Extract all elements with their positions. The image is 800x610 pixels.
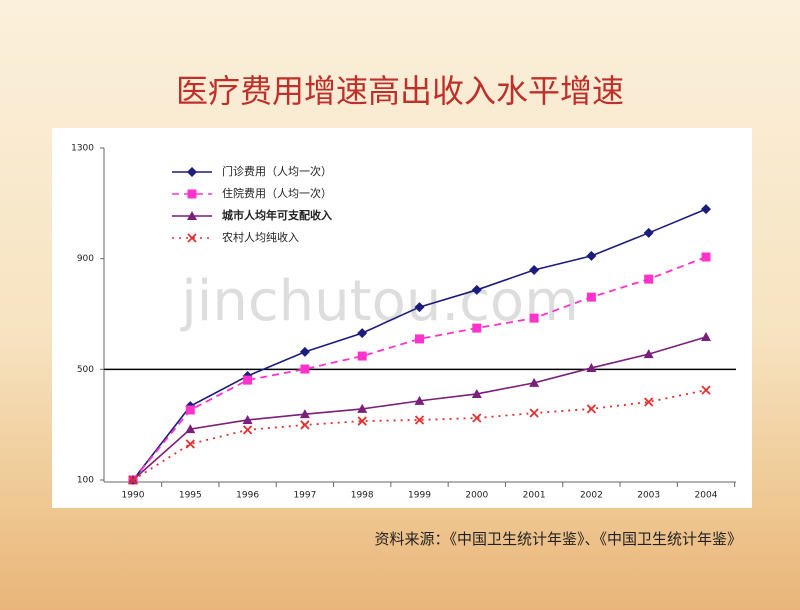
point: [701, 252, 711, 262]
point: [701, 204, 711, 215]
point: [187, 233, 197, 243]
point: [299, 346, 310, 357]
point: [185, 439, 195, 449]
point: [128, 475, 138, 485]
point: [586, 362, 597, 372]
series-line: [132, 389, 707, 481]
series-line: [132, 256, 707, 481]
point: [185, 424, 196, 434]
point: [357, 416, 367, 426]
x-tick-label: 1999: [408, 491, 431, 501]
x-tick-label: 2001: [523, 491, 546, 501]
point: [187, 189, 197, 199]
point: [701, 385, 711, 395]
point: [357, 328, 368, 339]
slide-title: 医疗费用增速高出收入水平增速: [175, 72, 624, 110]
point: [529, 265, 540, 276]
point: [187, 211, 197, 220]
source-note: 资料来源：《中国卫生统计年鉴》、《中国卫生统计年鉴》: [374, 530, 742, 548]
point: [644, 397, 654, 407]
point: [644, 274, 654, 284]
legend-label: 住院费用（人均一次）: [222, 186, 332, 200]
point: [472, 413, 482, 423]
point: [187, 167, 197, 177]
x-tick-label: 1997: [293, 491, 316, 501]
x-tick-label: 2003: [637, 491, 660, 501]
point: [242, 414, 253, 424]
point: [643, 349, 654, 359]
x-tick-label: 1998: [351, 491, 374, 501]
x-tick-label: 1996: [236, 491, 259, 501]
point: [357, 351, 367, 361]
point: [414, 302, 425, 313]
point: [472, 323, 482, 333]
point: [471, 284, 482, 295]
legend-label: 门诊费用（人均一次）: [222, 164, 332, 178]
x-tick-label: 2002: [580, 491, 603, 501]
point: [586, 292, 596, 302]
x-tick-label: 2004: [695, 491, 718, 501]
y-tick-label: 500: [77, 365, 94, 375]
point: [529, 313, 539, 323]
chart-area: [52, 128, 752, 508]
x-tick-label: 1990: [122, 491, 145, 501]
point: [357, 403, 368, 413]
legend-label: 城市人均年可支配收入: [222, 208, 332, 222]
point: [586, 404, 597, 414]
y-tick-label: 100: [77, 476, 94, 486]
point: [300, 420, 310, 430]
point: [299, 409, 310, 419]
point: [414, 415, 425, 425]
x-tick-label: 2000: [465, 491, 488, 501]
point: [471, 388, 482, 398]
point: [185, 405, 195, 415]
point: [242, 425, 253, 435]
legend-label: 农村人均纯收入: [222, 230, 299, 244]
point: [243, 375, 253, 385]
point: [529, 377, 540, 387]
point: [701, 331, 711, 341]
point: [529, 408, 539, 418]
point: [415, 334, 424, 344]
point: [414, 395, 425, 405]
x-tick-label: 1995: [179, 491, 202, 501]
point: [300, 364, 310, 374]
y-tick-label: 900: [77, 254, 94, 264]
y-tick-label: 1300: [71, 144, 94, 154]
point: [586, 250, 597, 261]
watermark: jinchutou.com: [179, 269, 579, 334]
point: [643, 227, 654, 238]
